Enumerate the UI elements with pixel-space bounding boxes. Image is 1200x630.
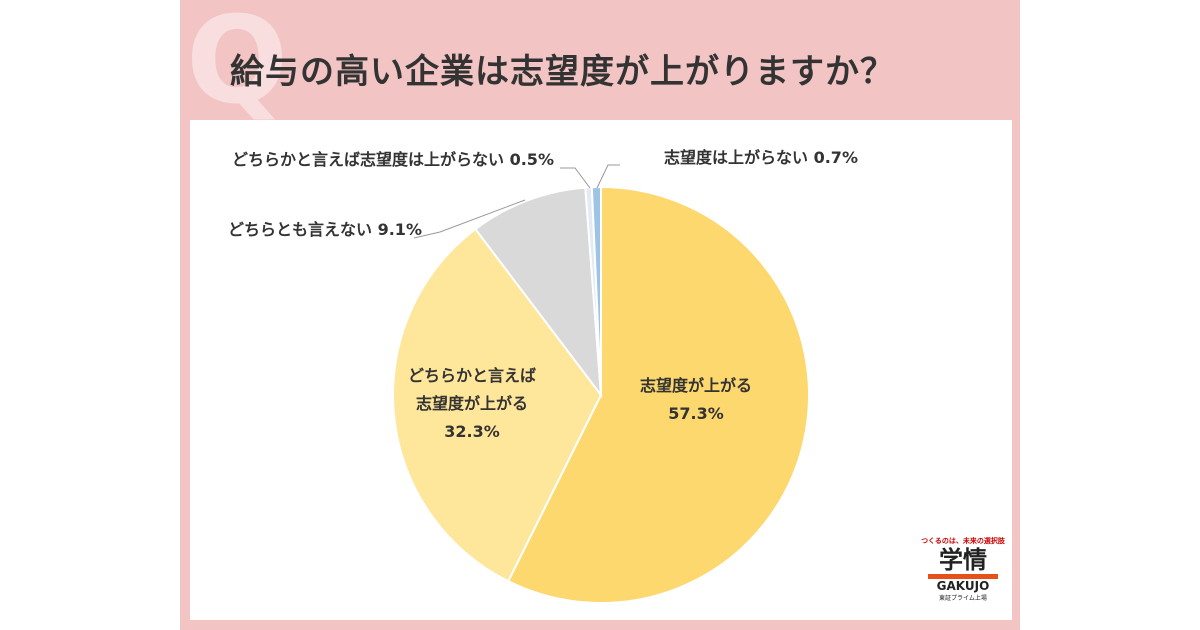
leader-line <box>413 199 526 239</box>
slice-value: 32.3% <box>444 422 500 441</box>
logo-bar <box>928 574 998 579</box>
slice-value: 9.1% <box>377 220 422 239</box>
logo: つくるのは、未来の選択肢 学情 GAKUJO 東証プライム上場 <box>918 536 1008 602</box>
slice-value: 0.7% <box>813 148 858 167</box>
logo-note: 東証プライム上場 <box>939 595 987 602</box>
slice-name: どちらかと言えば志望度は上がらない <box>232 150 505 169</box>
logo-tagline: つくるのは、未来の選択肢 <box>921 537 1005 545</box>
chart-title: 給与の高い企業は志望度が上がりますか？ <box>230 52 895 92</box>
slice-label: 志望度は上がらない 0.7% <box>664 144 858 172</box>
slice-name: どちらとも言えない <box>228 220 373 239</box>
slice-name: 志望度は上がらない <box>664 148 809 167</box>
slice-name: 志望度が上がる <box>639 376 752 395</box>
slice-label: どちらとも言えない 9.1% <box>228 216 422 244</box>
pie-slice <box>474 186 603 399</box>
slice-value: 57.3% <box>668 404 724 423</box>
leader-line <box>560 167 591 189</box>
watermark: Q <box>186 0 289 131</box>
slice-label: どちらかと言えば志望度は上がらない 0.5% <box>232 146 554 174</box>
slice-label: どちらかと言えば志望度が上がる 32.3% <box>402 362 542 446</box>
logo-name: 学情 <box>939 546 987 574</box>
slice-value: 0.5% <box>509 150 554 169</box>
pie-slice <box>506 185 810 604</box>
pie-slice <box>590 185 602 396</box>
pie-slice <box>392 227 603 583</box>
slice-label: 志望度が上がる 57.3% <box>626 372 766 428</box>
slice-name: どちらかと言えば志望度が上がる <box>407 366 536 413</box>
leader-line <box>596 164 620 189</box>
logo-roman: GAKUJO <box>936 579 990 593</box>
